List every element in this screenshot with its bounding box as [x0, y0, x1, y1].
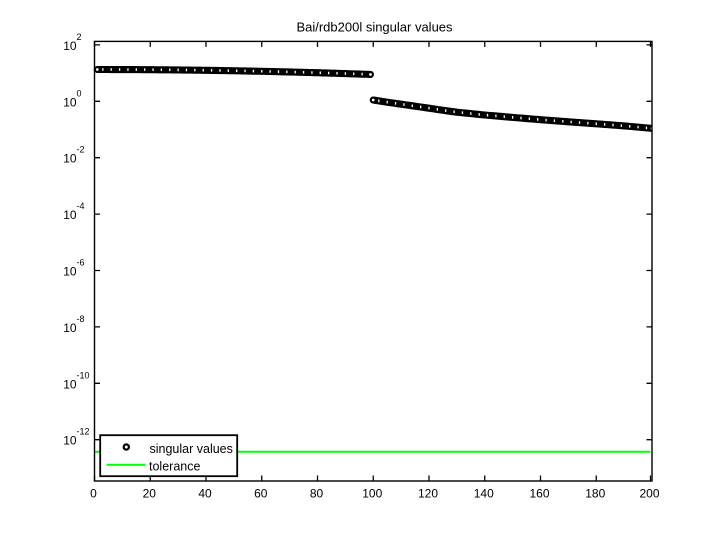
svg-text:80: 80 [310, 486, 324, 500]
svg-text:-12: -12 [77, 427, 90, 437]
svg-text:200: 200 [639, 486, 659, 500]
svg-text:140: 140 [474, 486, 494, 500]
svg-text:10: 10 [63, 39, 77, 53]
svg-text:10: 10 [63, 265, 77, 279]
svg-text:0: 0 [77, 88, 82, 98]
svg-text:100: 100 [362, 486, 382, 500]
svg-text:-6: -6 [77, 258, 85, 268]
svg-text:40: 40 [198, 486, 212, 500]
svg-text:Bai/rdb200l singular values: Bai/rdb200l singular values [296, 20, 453, 35]
svg-text:tolerance: tolerance [149, 460, 200, 474]
svg-text:160: 160 [529, 486, 549, 500]
svg-text:60: 60 [254, 486, 268, 500]
svg-text:20: 20 [143, 486, 157, 500]
svg-text:-8: -8 [77, 314, 85, 324]
svg-text:singular values: singular values [150, 442, 233, 456]
svg-text:10: 10 [63, 95, 77, 109]
svg-text:-4: -4 [77, 201, 85, 211]
svg-text:2: 2 [77, 32, 82, 42]
svg-text:10: 10 [63, 152, 77, 166]
svg-text:-10: -10 [77, 370, 90, 380]
svg-text:0: 0 [90, 486, 97, 500]
svg-text:-2: -2 [77, 145, 85, 155]
svg-text:120: 120 [418, 486, 438, 500]
svg-text:10: 10 [63, 321, 77, 335]
svg-text:10: 10 [63, 208, 77, 222]
svg-text:10: 10 [63, 377, 77, 391]
svg-text:10: 10 [63, 434, 77, 448]
svg-text:180: 180 [585, 486, 605, 500]
